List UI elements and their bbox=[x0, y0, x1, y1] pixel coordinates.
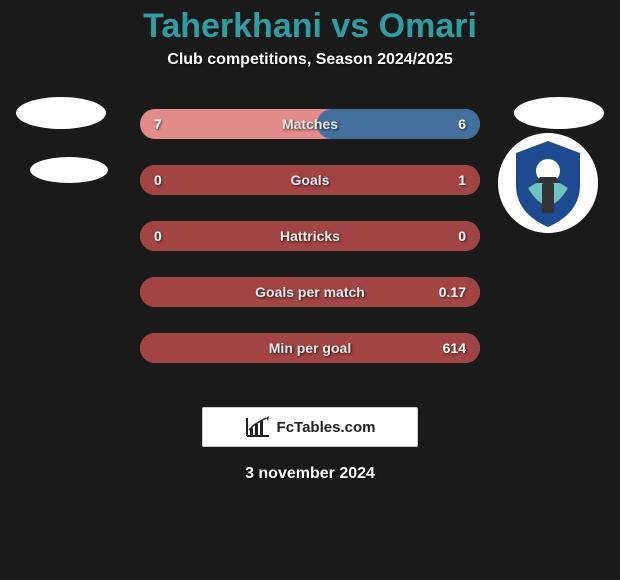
stat-bar: Min per goal614 bbox=[140, 333, 480, 363]
stat-label: Goals per match bbox=[140, 284, 480, 300]
stat-label: Matches bbox=[140, 116, 480, 132]
stat-right-value: 0.17 bbox=[439, 284, 466, 300]
stat-bar: 0Hattricks0 bbox=[140, 221, 480, 251]
stat-right-value: 6 bbox=[458, 116, 466, 132]
stat-bar: 7Matches6 bbox=[140, 109, 480, 139]
stat-right-value: 0 bbox=[458, 228, 466, 244]
chart-icon bbox=[245, 416, 271, 438]
page-subtitle: Club competitions, Season 2024/2025 bbox=[167, 51, 452, 69]
page-title: Taherkhani vs Omari bbox=[143, 8, 477, 45]
player-avatar-left bbox=[16, 97, 106, 129]
stat-bar: 0Goals1 bbox=[140, 165, 480, 195]
stat-bar: Goals per match0.17 bbox=[140, 277, 480, 307]
stat-right-value: 614 bbox=[443, 340, 466, 356]
stat-row: Goals per match0.17 bbox=[0, 271, 620, 317]
stat-label: Min per goal bbox=[140, 340, 480, 356]
brand-text: FcTables.com bbox=[277, 419, 376, 436]
player-avatar-right bbox=[514, 97, 604, 129]
brand-badge: FcTables.com bbox=[202, 407, 418, 447]
stat-row: 0Hattricks0 bbox=[0, 215, 620, 261]
stat-label: Goals bbox=[140, 172, 480, 188]
player-avatar-left bbox=[30, 157, 108, 183]
footer-date: 3 november 2024 bbox=[245, 465, 375, 483]
stat-row: Min per goal614 bbox=[0, 327, 620, 373]
stat-label: Hattricks bbox=[140, 228, 480, 244]
stat-right-value: 1 bbox=[458, 172, 466, 188]
stat-row: 0Goals1 bbox=[0, 159, 620, 205]
